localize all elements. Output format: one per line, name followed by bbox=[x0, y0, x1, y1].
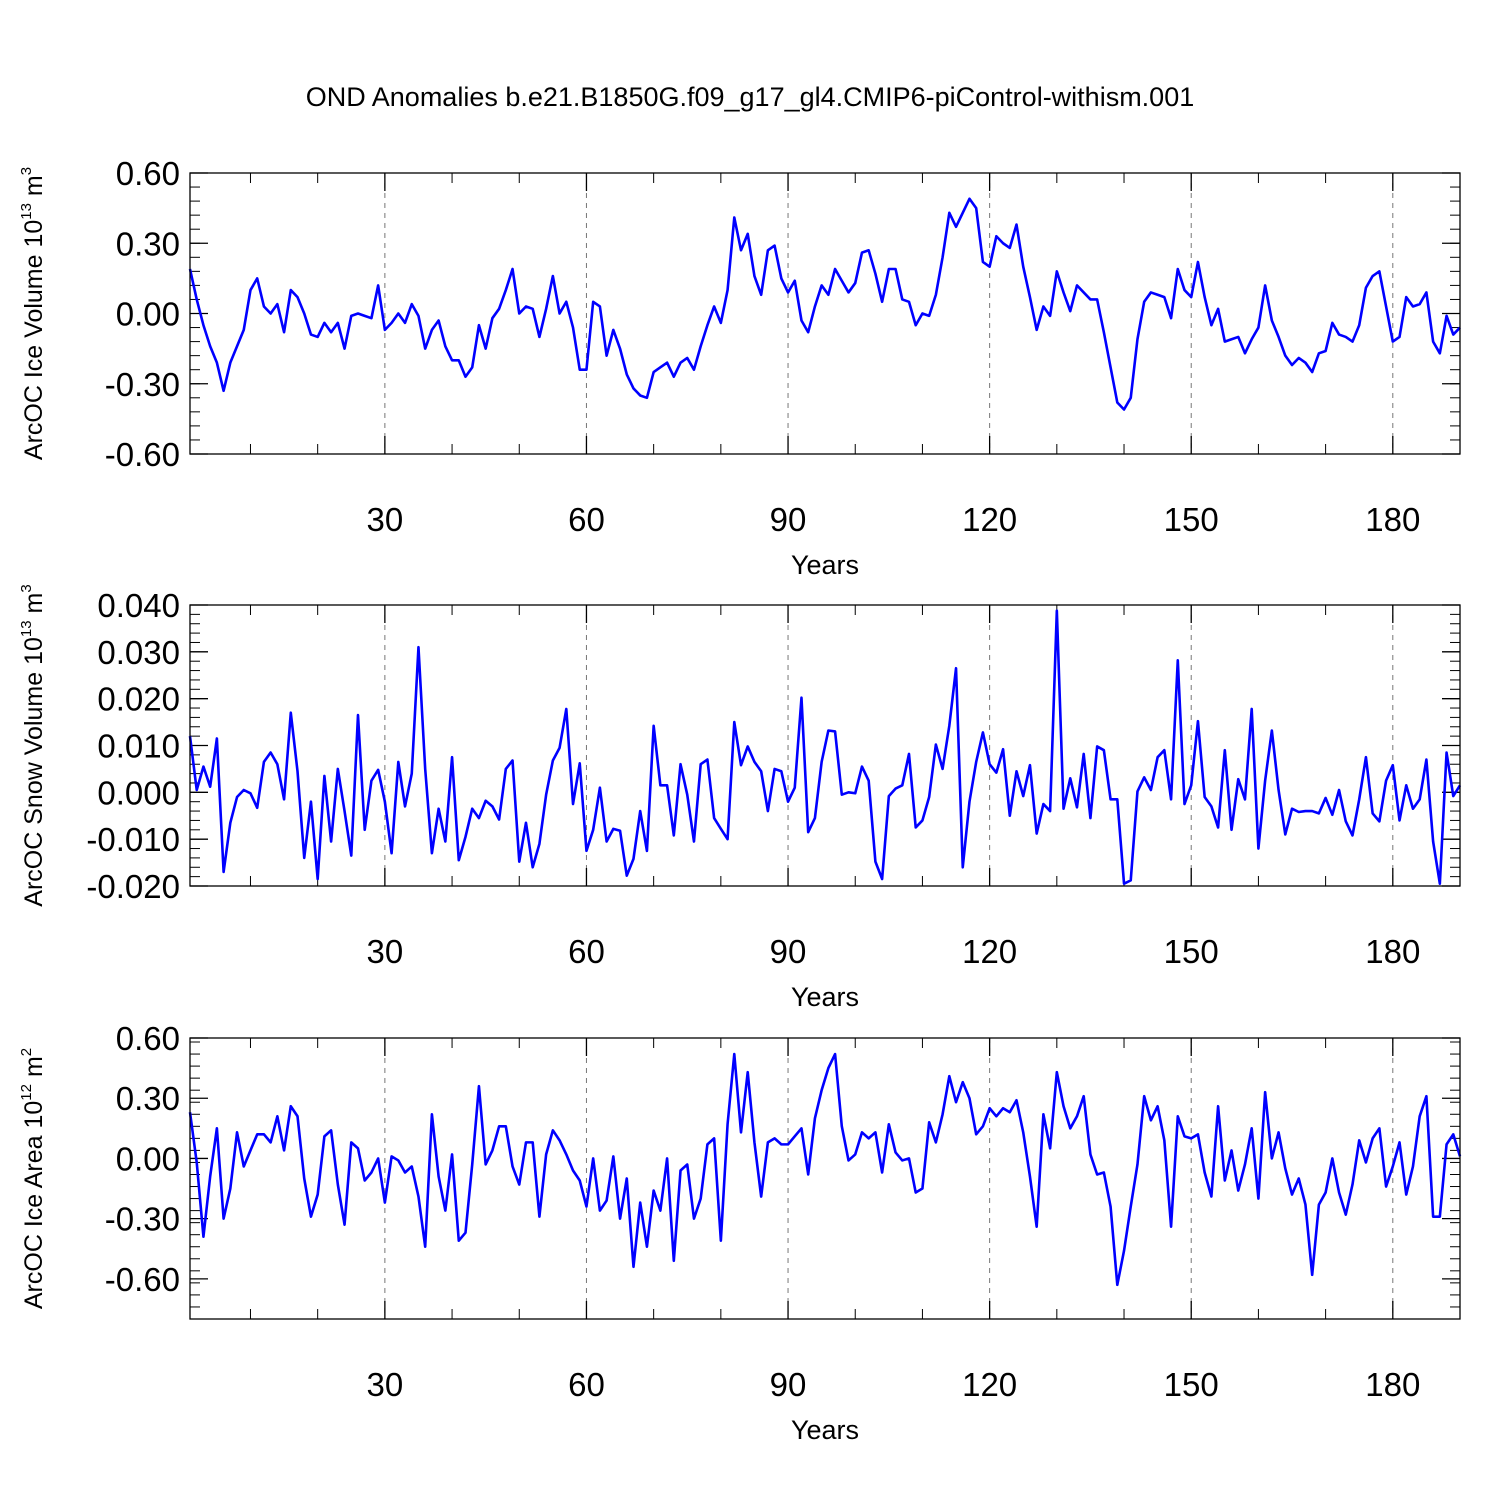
y-tick-label: 0.020 bbox=[97, 681, 180, 718]
plot-frame bbox=[189, 604, 1461, 887]
series-line bbox=[188, 609, 1462, 885]
x-tick-label: 180 bbox=[1365, 933, 1420, 970]
x-tick-label: 120 bbox=[962, 501, 1017, 538]
x-tick-label: 180 bbox=[1365, 501, 1420, 538]
x-tick-label: 30 bbox=[367, 501, 404, 538]
x-tick-label: 90 bbox=[770, 933, 807, 970]
y-tick-label: -0.30 bbox=[105, 366, 180, 403]
y-tick-label: -0.010 bbox=[86, 821, 180, 858]
x-tick-label: 60 bbox=[568, 501, 605, 538]
x-tick-label: 90 bbox=[770, 1366, 807, 1403]
y-tick-label: 0.60 bbox=[116, 1020, 180, 1057]
y-axis-label: ArcOC Snow Volume 1013 m3 bbox=[18, 584, 48, 906]
plot-frame bbox=[189, 1037, 1461, 1320]
plot-frame bbox=[189, 172, 1461, 455]
x-tick-label: 60 bbox=[568, 1366, 605, 1403]
x-tick-label: 150 bbox=[1164, 501, 1219, 538]
x-tick-label: 150 bbox=[1164, 1366, 1219, 1403]
y-tick-label: -0.60 bbox=[105, 1261, 180, 1298]
y-tick-label: 0.000 bbox=[97, 774, 180, 811]
x-tick-label: 150 bbox=[1164, 933, 1219, 970]
panel-3: -0.60 -0.30 0.00 0.30 0.60 30 60 90 120 150 180 Yea… bbox=[18, 1020, 1462, 1445]
x-axis-label: Years bbox=[791, 550, 859, 580]
series-line bbox=[188, 197, 1461, 411]
panels: -0.60 -0.30 0.00 0.30 0.60 30 60 90 120 150 180 Yea… bbox=[18, 155, 1462, 1445]
x-tick-label: 30 bbox=[367, 933, 404, 970]
x-axis-label: Years bbox=[791, 982, 859, 1012]
x-tick-label: 60 bbox=[568, 933, 605, 970]
y-tick-label: 0.040 bbox=[97, 587, 180, 624]
y-axis-label: ArcOC Ice Volume 1013 m3 bbox=[18, 167, 48, 460]
y-tick-label: 0.00 bbox=[116, 1140, 180, 1177]
y-tick-label: -0.30 bbox=[105, 1201, 180, 1238]
chart-title: OND Anomalies b.e21.B1850G.f09_g17_gl4.C… bbox=[306, 82, 1194, 112]
y-tick-label: -0.60 bbox=[105, 436, 180, 473]
y-tick-label: 0.00 bbox=[116, 296, 180, 333]
panel-1: -0.60 -0.30 0.00 0.30 0.60 30 60 90 120 150 180 Yea… bbox=[18, 155, 1461, 580]
y-tick-label: -0.020 bbox=[86, 868, 180, 905]
y-tick-label: 0.030 bbox=[97, 634, 180, 671]
x-tick-label: 180 bbox=[1365, 1366, 1420, 1403]
x-tick-label: 90 bbox=[770, 501, 807, 538]
y-axis-label: ArcOC Ice Area 1012 m2 bbox=[18, 1048, 48, 1309]
x-tick-label: 120 bbox=[962, 933, 1017, 970]
y-tick-label: 0.60 bbox=[116, 155, 180, 192]
x-axis-label: Years bbox=[791, 1415, 859, 1445]
y-tick-label: 0.30 bbox=[116, 1080, 180, 1117]
y-tick-label: 0.010 bbox=[97, 728, 180, 765]
x-tick-label: 30 bbox=[367, 1366, 404, 1403]
y-tick-label: 0.30 bbox=[116, 225, 180, 262]
x-tick-label: 120 bbox=[962, 1366, 1017, 1403]
series-line bbox=[188, 1052, 1462, 1287]
panel-2: -0.020 -0.010 0.000 0.010 0.020 0.030 0.040 30 6… bbox=[18, 584, 1462, 1012]
